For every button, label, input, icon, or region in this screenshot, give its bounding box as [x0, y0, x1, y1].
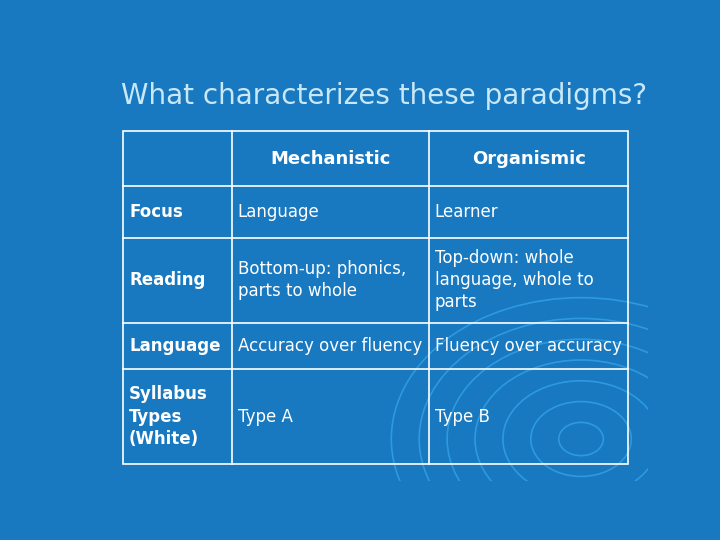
Text: Mechanistic: Mechanistic	[270, 150, 391, 168]
Text: Type A: Type A	[238, 408, 292, 426]
Text: Focus: Focus	[129, 203, 183, 221]
Text: Fluency over accuracy: Fluency over accuracy	[435, 337, 621, 355]
Text: Top-down: whole
language, whole to
parts: Top-down: whole language, whole to parts	[435, 249, 593, 312]
Text: Language: Language	[238, 203, 320, 221]
Text: What characterizes these paradigms?: What characterizes these paradigms?	[121, 82, 647, 110]
Text: Type B: Type B	[435, 408, 490, 426]
Text: Accuracy over fluency: Accuracy over fluency	[238, 337, 422, 355]
Text: Reading: Reading	[129, 271, 205, 289]
Text: Organismic: Organismic	[472, 150, 585, 168]
Text: Syllabus
Types
(White): Syllabus Types (White)	[129, 386, 208, 448]
Bar	[124, 131, 629, 464]
Text: Bottom-up: phonics,
parts to whole: Bottom-up: phonics, parts to whole	[238, 260, 406, 300]
Text: Language: Language	[129, 337, 220, 355]
Text: Learner: Learner	[435, 203, 498, 221]
